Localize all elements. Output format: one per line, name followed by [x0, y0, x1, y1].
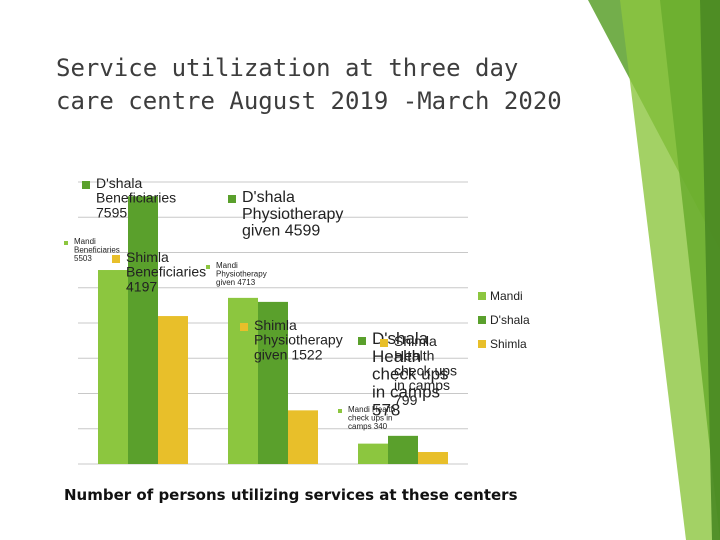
bar	[128, 196, 158, 464]
legend-swatch	[478, 340, 486, 348]
bar	[258, 301, 288, 464]
label-marker	[112, 255, 120, 263]
bar	[98, 270, 128, 464]
bar	[388, 435, 418, 464]
data-label: D'shala Health check ups in camps 578	[372, 329, 449, 419]
label-marker	[338, 409, 342, 413]
legend-swatch	[478, 316, 486, 324]
data-label: Shimla Health check ups in camps 799	[394, 333, 457, 408]
label-marker	[64, 241, 68, 245]
data-label: Shimla Beneficiaries 4197	[126, 249, 206, 294]
data-label: Shimla Physiotherapy given 1522	[254, 317, 343, 362]
bar	[418, 452, 448, 464]
legend-swatch	[478, 292, 486, 300]
legend-label: D'shala	[490, 313, 530, 327]
legend-label: Shimla	[490, 337, 527, 351]
label-marker	[82, 181, 90, 189]
label-marker	[228, 195, 236, 203]
bar	[288, 410, 318, 464]
data-label: Mandi Physiotherapy given 4713	[216, 261, 267, 287]
legend-label: Mandi	[490, 289, 523, 303]
slide-title: Service utilization at three day care ce…	[56, 54, 562, 115]
label-marker	[380, 339, 388, 347]
data-label: D'shala Physiotherapy given 4599	[242, 189, 343, 240]
label-marker	[206, 265, 210, 269]
data-label: Mandi Beneficiaries 5503	[74, 237, 120, 263]
bar	[158, 316, 188, 464]
chart-caption: Number of persons utilizing services at …	[64, 486, 518, 504]
bar	[358, 443, 388, 464]
data-label: D'shala Beneficiaries 7595	[96, 175, 176, 220]
label-marker	[358, 337, 366, 345]
label-marker	[240, 323, 248, 331]
data-label: Mandi Health check ups in camps 340	[348, 405, 395, 431]
